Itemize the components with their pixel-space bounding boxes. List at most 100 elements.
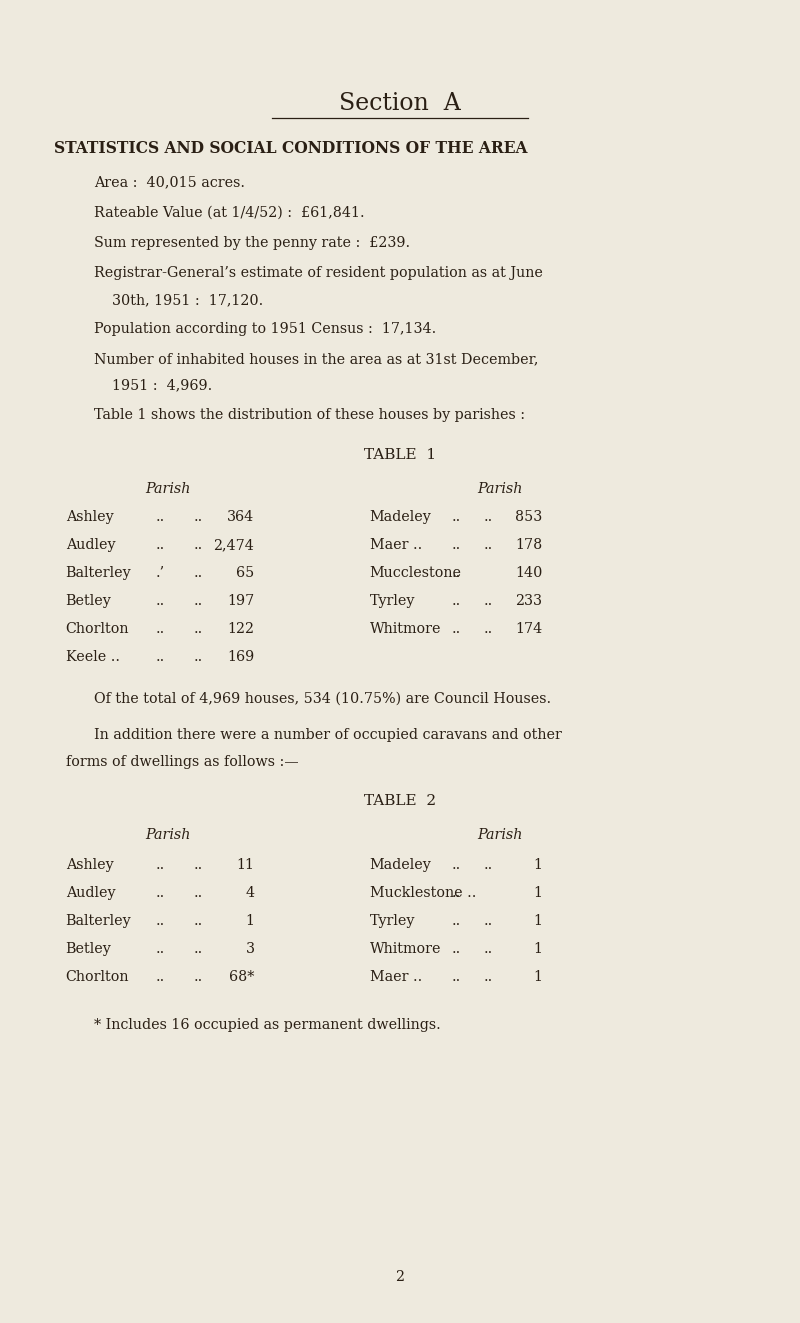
Text: ..: ..: [483, 859, 493, 872]
Text: STATISTICS AND SOCIAL CONDITIONS OF THE AREA: STATISTICS AND SOCIAL CONDITIONS OF THE …: [54, 140, 528, 157]
Text: In addition there were a number of occupied caravans and other: In addition there were a number of occup…: [94, 728, 562, 742]
Text: 1: 1: [534, 886, 542, 900]
Text: Keele ..: Keele ..: [66, 650, 120, 664]
Text: ..: ..: [155, 914, 165, 927]
Text: ..: ..: [194, 566, 203, 579]
Text: ..: ..: [194, 622, 203, 636]
Text: Area :  40,015 acres.: Area : 40,015 acres.: [94, 175, 246, 189]
Text: 853: 853: [515, 509, 542, 524]
Text: Tyrley: Tyrley: [370, 914, 415, 927]
Text: Betley: Betley: [66, 942, 111, 957]
Text: .’: .’: [155, 566, 165, 579]
Text: forms of dwellings as follows :—: forms of dwellings as follows :—: [66, 755, 298, 769]
Text: ..: ..: [194, 914, 203, 927]
Text: ..: ..: [155, 970, 165, 984]
Text: Registrar-General’s estimate of resident population as at June: Registrar-General’s estimate of resident…: [94, 266, 543, 280]
Text: Tyrley: Tyrley: [370, 594, 415, 609]
Text: ..: ..: [451, 942, 461, 957]
Text: Balterley: Balterley: [66, 566, 131, 579]
Text: Madeley: Madeley: [370, 509, 431, 524]
Text: ..: ..: [451, 859, 461, 872]
Text: ..: ..: [194, 942, 203, 957]
Text: Parish: Parish: [478, 828, 522, 841]
Text: 1: 1: [246, 914, 254, 927]
Text: ..: ..: [483, 970, 493, 984]
Text: 2,474: 2,474: [214, 538, 254, 552]
Text: ..: ..: [155, 650, 165, 664]
Text: ..: ..: [483, 942, 493, 957]
Text: Mucklestone ..: Mucklestone ..: [370, 886, 476, 900]
Text: ..: ..: [483, 538, 493, 552]
Text: ..: ..: [155, 859, 165, 872]
Text: Sum represented by the penny rate :  £239.: Sum represented by the penny rate : £239…: [94, 235, 410, 250]
Text: ..: ..: [451, 886, 461, 900]
Text: 2: 2: [395, 1270, 405, 1285]
Text: ..: ..: [194, 650, 203, 664]
Text: ..: ..: [194, 538, 203, 552]
Text: ..: ..: [194, 509, 203, 524]
Text: 169: 169: [227, 650, 254, 664]
Text: 11: 11: [237, 859, 254, 872]
Text: TABLE  2: TABLE 2: [364, 794, 436, 808]
Text: Mucclestone: Mucclestone: [370, 566, 462, 579]
Text: 140: 140: [515, 566, 542, 579]
Text: Maer ..: Maer ..: [370, 538, 422, 552]
Text: 178: 178: [515, 538, 542, 552]
Text: ..: ..: [483, 509, 493, 524]
Text: Betley: Betley: [66, 594, 111, 609]
Text: ..: ..: [155, 594, 165, 609]
Text: ..: ..: [155, 942, 165, 957]
Text: 364: 364: [227, 509, 254, 524]
Text: ..: ..: [155, 538, 165, 552]
Text: Ashley: Ashley: [66, 859, 114, 872]
Text: ..: ..: [483, 914, 493, 927]
Text: 3: 3: [246, 942, 254, 957]
Text: ..: ..: [451, 914, 461, 927]
Text: Of the total of 4,969 houses, 534 (10.75%) are Council Houses.: Of the total of 4,969 houses, 534 (10.75…: [94, 692, 551, 706]
Text: Table 1 shows the distribution of these houses by parishes :: Table 1 shows the distribution of these …: [94, 407, 526, 422]
Text: Audley: Audley: [66, 538, 115, 552]
Text: Whitmore: Whitmore: [370, 942, 441, 957]
Text: Rateable Value (at 1/4/52) :  £61,841.: Rateable Value (at 1/4/52) : £61,841.: [94, 206, 365, 220]
Text: Number of inhabited houses in the area as at 31st December,: Number of inhabited houses in the area a…: [94, 352, 538, 366]
Text: 197: 197: [227, 594, 254, 609]
Text: ..: ..: [451, 970, 461, 984]
Text: Maer ..: Maer ..: [370, 970, 422, 984]
Text: ..: ..: [451, 566, 461, 579]
Text: ..: ..: [155, 509, 165, 524]
Text: 122: 122: [227, 622, 254, 636]
Text: ..: ..: [451, 622, 461, 636]
Text: ..: ..: [194, 970, 203, 984]
Text: ..: ..: [155, 622, 165, 636]
Text: Parish: Parish: [146, 482, 190, 496]
Text: Chorlton: Chorlton: [66, 622, 129, 636]
Text: Whitmore: Whitmore: [370, 622, 441, 636]
Text: ..: ..: [194, 594, 203, 609]
Text: Section  A: Section A: [339, 93, 461, 115]
Text: Audley: Audley: [66, 886, 115, 900]
Text: ..: ..: [483, 622, 493, 636]
Text: 174: 174: [515, 622, 542, 636]
Text: 68*: 68*: [229, 970, 254, 984]
Text: ..: ..: [451, 538, 461, 552]
Text: 1: 1: [534, 914, 542, 927]
Text: 65: 65: [236, 566, 254, 579]
Text: Balterley: Balterley: [66, 914, 131, 927]
Text: Chorlton: Chorlton: [66, 970, 129, 984]
Text: 233: 233: [515, 594, 542, 609]
Text: Parish: Parish: [478, 482, 522, 496]
Text: Ashley: Ashley: [66, 509, 114, 524]
Text: Madeley: Madeley: [370, 859, 431, 872]
Text: * Includes 16 occupied as permanent dwellings.: * Includes 16 occupied as permanent dwel…: [94, 1017, 441, 1032]
Text: ..: ..: [483, 594, 493, 609]
Text: 4: 4: [246, 886, 254, 900]
Text: ..: ..: [451, 594, 461, 609]
Text: 1: 1: [534, 970, 542, 984]
Text: Parish: Parish: [146, 828, 190, 841]
Text: 1951 :  4,969.: 1951 : 4,969.: [94, 378, 213, 392]
Text: ..: ..: [155, 886, 165, 900]
Text: ..: ..: [194, 886, 203, 900]
Text: ..: ..: [451, 509, 461, 524]
Text: ..: ..: [194, 859, 203, 872]
Text: 30th, 1951 :  17,120.: 30th, 1951 : 17,120.: [94, 292, 264, 307]
